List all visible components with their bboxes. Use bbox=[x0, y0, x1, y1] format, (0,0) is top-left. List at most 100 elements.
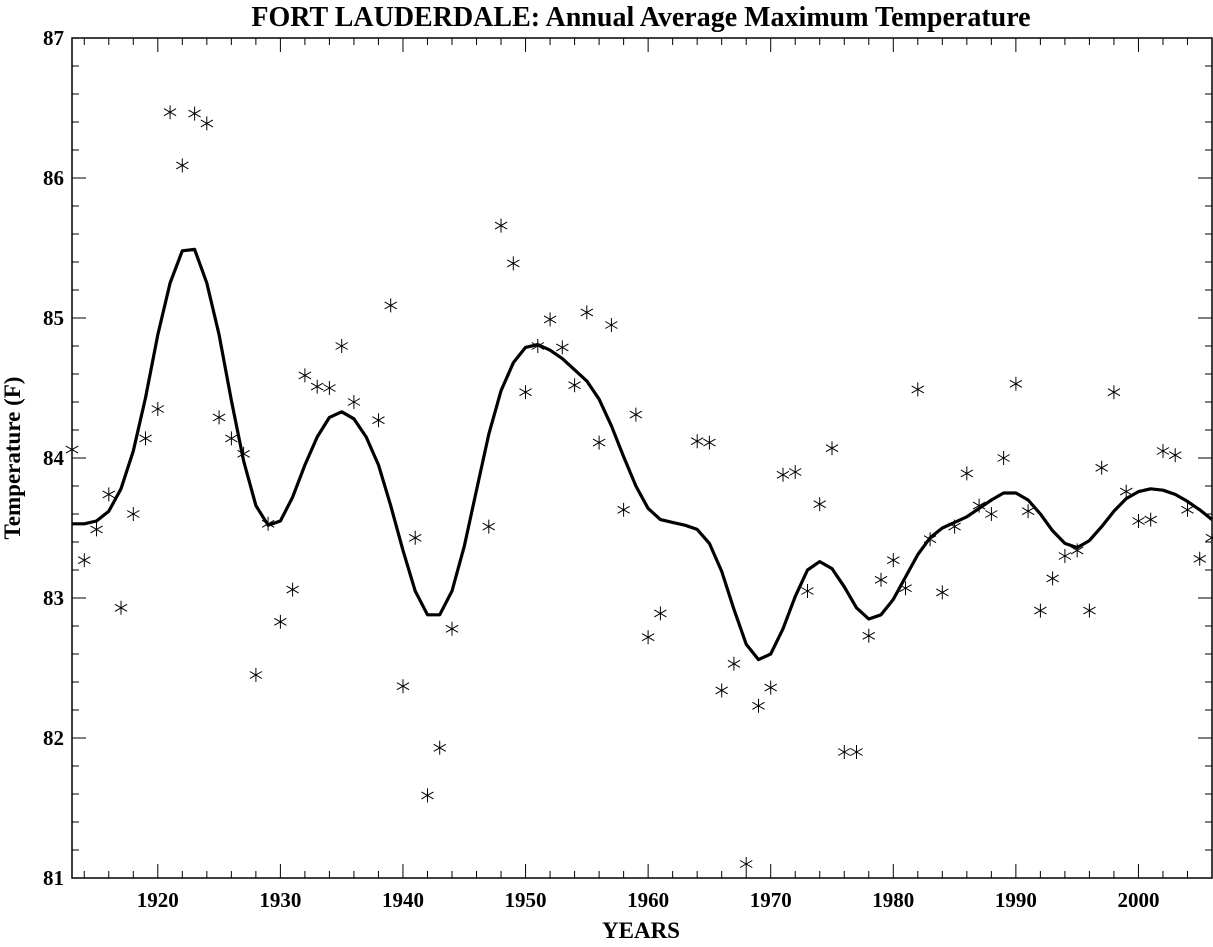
data-point bbox=[421, 788, 434, 803]
data-point bbox=[862, 628, 876, 643]
x-tick-label: 1990 bbox=[995, 888, 1037, 912]
data-point bbox=[90, 522, 103, 537]
x-tick-label: 2000 bbox=[1117, 888, 1159, 912]
x-axis-label: YEARS bbox=[602, 918, 680, 943]
data-point bbox=[1156, 444, 1170, 458]
data-point bbox=[249, 668, 263, 682]
data-point bbox=[176, 158, 189, 173]
data-point bbox=[200, 116, 214, 131]
data-point bbox=[568, 378, 581, 393]
data-point bbox=[690, 434, 704, 449]
x-tick-label: 1980 bbox=[872, 888, 914, 912]
y-axis-label: Temperature (F) bbox=[0, 377, 25, 540]
data-point bbox=[752, 698, 765, 713]
data-point bbox=[776, 467, 790, 482]
data-markers bbox=[65, 105, 1213, 871]
data-point bbox=[641, 630, 655, 645]
data-point bbox=[629, 407, 643, 422]
data-point bbox=[139, 431, 152, 446]
y-tick-label: 87 bbox=[43, 26, 64, 50]
data-point bbox=[494, 218, 508, 233]
data-point bbox=[274, 614, 287, 629]
data-point bbox=[408, 530, 422, 545]
x-tick-label: 1970 bbox=[750, 888, 792, 912]
data-point bbox=[813, 497, 827, 512]
x-tick-label: 1960 bbox=[627, 888, 669, 912]
data-point bbox=[703, 435, 716, 450]
data-point bbox=[580, 305, 594, 320]
data-point bbox=[801, 584, 814, 598]
data-point bbox=[310, 379, 324, 394]
data-point bbox=[1119, 484, 1133, 499]
data-point bbox=[1193, 551, 1207, 566]
data-point bbox=[1168, 448, 1182, 463]
x-tick-label: 1940 bbox=[382, 888, 424, 912]
data-point bbox=[298, 368, 312, 383]
data-point bbox=[556, 340, 569, 355]
data-point bbox=[531, 339, 545, 353]
data-point bbox=[948, 519, 961, 534]
data-point bbox=[715, 683, 728, 698]
data-point bbox=[384, 298, 398, 313]
data-point bbox=[77, 553, 91, 568]
data-point bbox=[286, 582, 299, 597]
data-point bbox=[825, 441, 839, 456]
data-point bbox=[1046, 571, 1059, 586]
data-point bbox=[335, 339, 348, 353]
y-tick-label: 85 bbox=[43, 306, 64, 330]
data-point bbox=[654, 606, 667, 621]
y-tick-label: 81 bbox=[43, 866, 64, 890]
smoothed-curve bbox=[72, 247, 1213, 662]
data-point bbox=[237, 446, 250, 461]
data-point bbox=[151, 402, 165, 416]
data-point bbox=[617, 502, 630, 517]
data-point bbox=[188, 106, 201, 121]
data-point bbox=[739, 857, 753, 871]
data-point bbox=[972, 498, 986, 513]
x-tick-label: 1950 bbox=[505, 888, 547, 912]
data-point bbox=[764, 680, 778, 695]
data-point bbox=[1107, 385, 1121, 400]
data-point bbox=[433, 740, 447, 755]
data-point bbox=[874, 572, 888, 587]
data-point bbox=[1009, 376, 1023, 391]
data-point bbox=[1034, 603, 1047, 618]
data-point bbox=[225, 431, 238, 446]
data-point bbox=[837, 745, 851, 759]
data-point bbox=[592, 435, 606, 450]
data-point bbox=[936, 585, 949, 600]
data-point bbox=[163, 105, 177, 120]
data-point bbox=[960, 466, 974, 481]
data-point bbox=[727, 656, 741, 671]
data-point bbox=[886, 553, 900, 568]
data-point bbox=[445, 621, 459, 636]
data-point bbox=[212, 410, 226, 425]
x-tick-label: 1920 bbox=[137, 888, 179, 912]
data-point bbox=[1205, 530, 1213, 545]
data-point bbox=[372, 413, 385, 428]
x-tick-label: 1930 bbox=[259, 888, 301, 912]
data-point bbox=[1132, 514, 1145, 528]
data-point bbox=[1083, 603, 1096, 618]
data-point bbox=[482, 519, 496, 534]
data-point bbox=[126, 507, 140, 521]
y-tick-label: 82 bbox=[43, 726, 64, 750]
data-point bbox=[850, 745, 863, 759]
data-point bbox=[102, 487, 116, 502]
data-point bbox=[323, 381, 336, 395]
data-point bbox=[543, 312, 557, 327]
data-point bbox=[396, 679, 410, 694]
data-point bbox=[997, 451, 1010, 465]
data-point bbox=[1070, 543, 1084, 558]
data-point bbox=[985, 507, 998, 521]
data-point bbox=[1181, 502, 1194, 517]
chart-title: FORT LAUDERDALE: Annual Average Maximum … bbox=[251, 2, 1030, 33]
y-tick-label: 84 bbox=[43, 446, 65, 470]
data-point bbox=[1095, 460, 1108, 475]
y-tick-label: 83 bbox=[43, 586, 64, 610]
data-point bbox=[65, 442, 79, 457]
data-point bbox=[506, 256, 520, 271]
data-point bbox=[605, 318, 618, 332]
data-point bbox=[923, 532, 937, 547]
